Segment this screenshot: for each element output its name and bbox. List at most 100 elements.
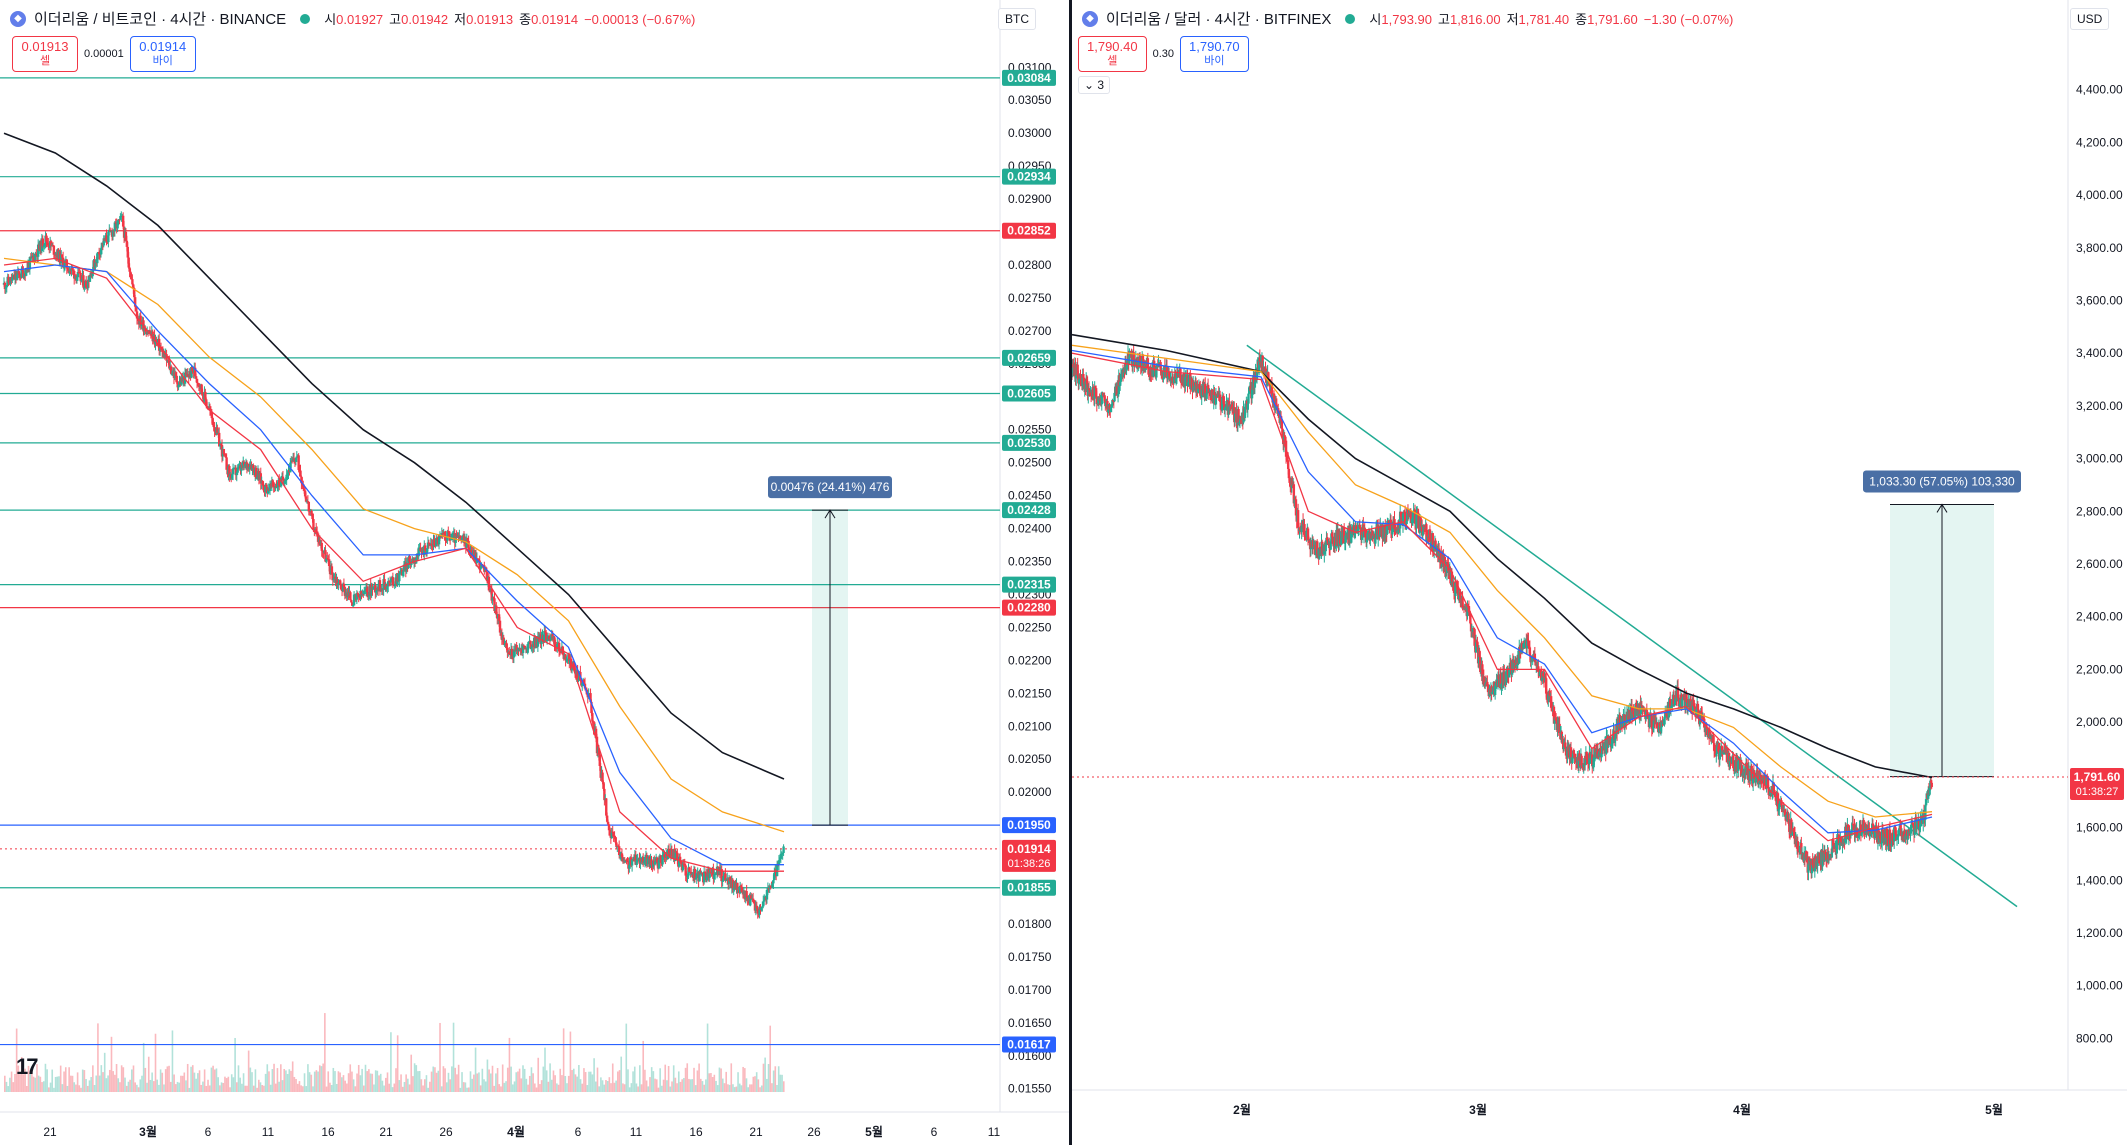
candle-body xyxy=(594,728,598,737)
candle-body xyxy=(68,270,71,273)
candle-body xyxy=(1344,537,1347,543)
candle-body xyxy=(1543,676,1546,680)
y-tick-label: 1,400.00 xyxy=(2076,873,2123,887)
volume-bar xyxy=(584,1072,587,1092)
level-price-label: 0.02605 xyxy=(1007,386,1051,400)
candle-body xyxy=(1306,528,1310,541)
candle-body xyxy=(1585,751,1588,760)
candle-body xyxy=(1473,629,1476,646)
candle-body xyxy=(1906,835,1909,840)
volume-bar xyxy=(186,1063,189,1092)
candle-body xyxy=(367,595,371,597)
candle-body xyxy=(1496,676,1500,687)
candle-body xyxy=(1314,550,1318,555)
candle-body xyxy=(320,542,323,551)
candle-body xyxy=(603,788,606,801)
candle-body xyxy=(1670,706,1673,708)
volume-bar xyxy=(171,1030,174,1092)
volume-bar xyxy=(217,1077,219,1092)
candle-body xyxy=(379,590,383,592)
volume-bar xyxy=(132,1065,135,1092)
candle-body xyxy=(1798,845,1802,853)
right-buy-button[interactable]: 1,790.70 바이 xyxy=(1180,36,1249,72)
volume-bar xyxy=(137,1087,140,1092)
candle-body xyxy=(247,463,250,470)
volume-bar xyxy=(654,1078,656,1092)
candle-body xyxy=(264,484,267,492)
volume-bar xyxy=(97,1023,99,1092)
candle-body xyxy=(1180,382,1184,384)
right-sell-button[interactable]: 1,790.40 셀 xyxy=(1078,36,1147,72)
volume-bar xyxy=(381,1080,384,1092)
candle-body xyxy=(708,872,711,878)
volume-bar xyxy=(374,1070,377,1092)
panel-divider[interactable] xyxy=(1069,0,1072,1145)
candle-body xyxy=(492,597,495,599)
volume-bar xyxy=(437,1070,440,1092)
candle-body xyxy=(65,259,69,269)
moving-average-orange xyxy=(1072,344,1933,818)
candle-body xyxy=(265,484,268,487)
x-tick-label: 5월 xyxy=(1985,1102,2003,1117)
candle-body xyxy=(42,245,45,247)
volume-bar xyxy=(750,1084,753,1092)
volume-bar xyxy=(528,1075,531,1092)
left-currency-button[interactable]: BTC xyxy=(998,8,1036,30)
right-buy-label: 바이 xyxy=(1204,55,1225,67)
right-chart-panel[interactable]: 4,400.00 4,200.00 4,000.00 3,800.00 3,600.00… xyxy=(1072,0,2127,1145)
candle-body xyxy=(676,852,679,860)
countdown-label: 01:38:27 xyxy=(2076,786,2119,798)
candle-body xyxy=(1591,754,1594,767)
moving-average-orange xyxy=(3,257,785,833)
candle-body xyxy=(1282,435,1286,445)
left-buy-button[interactable]: 0.01914 바이 xyxy=(129,36,196,72)
left-sell-button[interactable]: 0.01913 셀 xyxy=(12,36,78,72)
volume-bar xyxy=(408,1084,411,1092)
right-symbol-title[interactable]: 이더리움 / 달러 · 4시간 · BITFINEX xyxy=(1106,11,1332,28)
candle-body xyxy=(1394,528,1397,530)
right-currency-button[interactable]: USD xyxy=(2070,8,2110,30)
volume-bar xyxy=(122,1067,125,1092)
candle-body xyxy=(66,268,69,271)
candle-body xyxy=(1479,670,1483,672)
volume-bar xyxy=(286,1073,289,1092)
candle-body xyxy=(1634,703,1637,718)
volume-bar xyxy=(730,1063,733,1092)
candle-body xyxy=(1324,544,1327,552)
candle-body xyxy=(1719,750,1722,753)
left-chart-panel[interactable]: 0.03100 0.03050 0.03000 0.02950 0.02900 0.028… xyxy=(0,0,1069,1145)
candle-body xyxy=(349,592,352,601)
candle-body xyxy=(1166,376,1169,379)
candle-body xyxy=(1605,736,1608,754)
candle-body xyxy=(1573,753,1576,759)
candle-body xyxy=(61,257,65,268)
candle-body xyxy=(148,331,152,334)
indicator-collapse-button[interactable]: ⌄ 3 xyxy=(1078,76,1111,94)
candle-body xyxy=(1147,368,1150,371)
candle-body xyxy=(454,533,457,543)
volume-bar xyxy=(777,1066,780,1092)
volume-bar xyxy=(679,1081,682,1092)
candle-body xyxy=(1865,827,1868,831)
y-tick-label: 2,000.00 xyxy=(2076,715,2123,729)
candle-body xyxy=(286,473,289,475)
right-chart-svg[interactable]: 4,400.004,200.004,000.003,800.003,600.00… xyxy=(1072,0,2127,1145)
candle-body xyxy=(1905,830,1909,840)
candle-body xyxy=(1861,830,1864,834)
volume-bar xyxy=(4,1075,6,1092)
candle-body xyxy=(510,648,514,656)
left-chart-svg[interactable]: 0.031000.030500.030000.029500.029000.028… xyxy=(0,0,1069,1145)
volume-bar xyxy=(518,1068,521,1092)
candle-body xyxy=(1087,388,1091,391)
left-symbol-title[interactable]: 이더리움 / 비트코인 · 4시간 · BINANCE xyxy=(34,11,287,28)
candle-body xyxy=(758,906,761,916)
measure-label: 0.00476 (24.41%) 476 xyxy=(771,480,890,494)
candle-body xyxy=(1219,401,1223,410)
candle-body xyxy=(1490,686,1493,695)
candle-body xyxy=(1558,723,1561,734)
volume-bar xyxy=(598,1086,600,1092)
candle-body xyxy=(477,559,480,561)
candle-body xyxy=(611,831,614,833)
candle-body xyxy=(1160,368,1163,376)
volume-bar xyxy=(198,1070,201,1092)
